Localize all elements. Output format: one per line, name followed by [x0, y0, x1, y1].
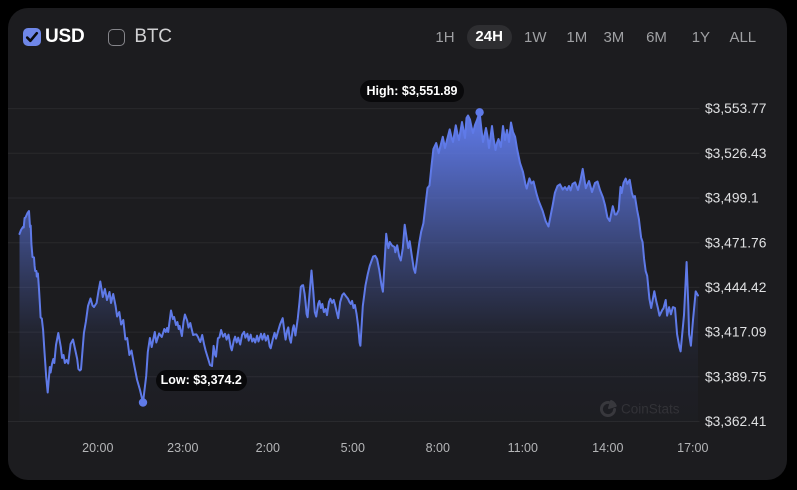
svg-text:$3,553.77: $3,553.77 [705, 101, 766, 116]
svg-text:$3,526.43: $3,526.43 [705, 146, 767, 161]
svg-text:2:00: 2:00 [256, 441, 280, 455]
svg-text:$3,389.75: $3,389.75 [705, 369, 767, 384]
svg-text:17:00: 17:00 [677, 441, 708, 455]
svg-text:23:00: 23:00 [167, 441, 198, 455]
svg-text:11:00: 11:00 [508, 441, 538, 455]
svg-text:$3,471.76: $3,471.76 [705, 235, 767, 250]
svg-text:$3,444.42: $3,444.42 [705, 280, 766, 295]
svg-text:14:00: 14:00 [592, 441, 623, 455]
svg-text:$3,417.09: $3,417.09 [705, 325, 767, 340]
svg-text:$3,362.41: $3,362.41 [705, 414, 766, 429]
svg-text:8:00: 8:00 [426, 441, 450, 455]
svg-text:20:00: 20:00 [82, 441, 113, 455]
svg-text:$3,499.1: $3,499.1 [705, 191, 759, 206]
svg-text:5:00: 5:00 [341, 441, 365, 455]
svg-text:CoinStats: CoinStats [621, 402, 680, 417]
